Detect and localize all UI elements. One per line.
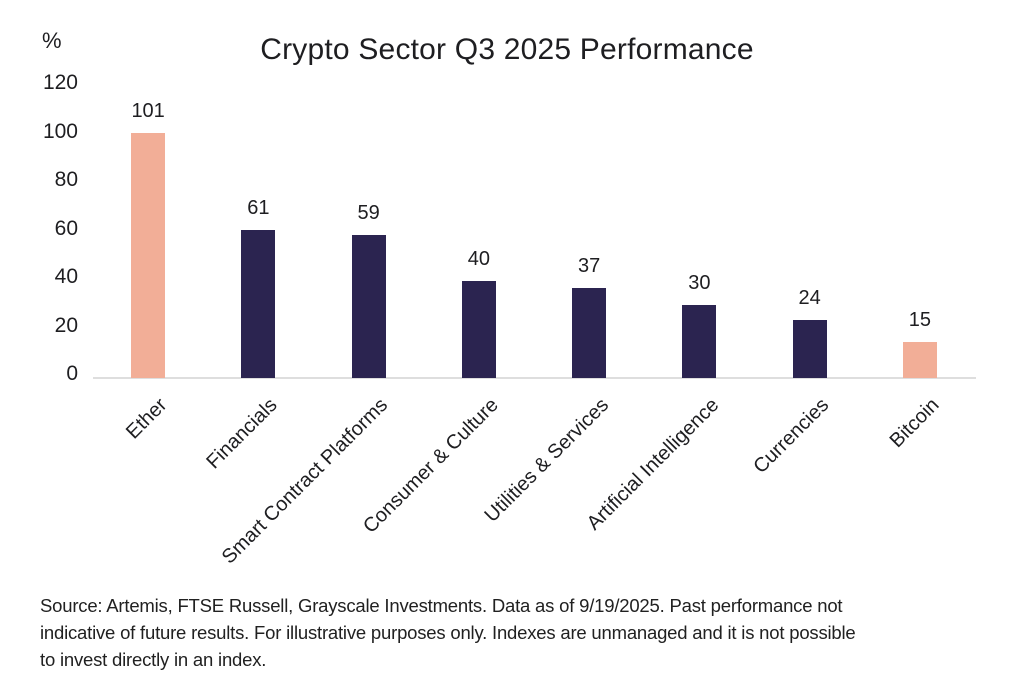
bar-value-label: 24 <box>798 286 821 309</box>
bar-value-label: 40 <box>467 248 490 270</box>
x-axis-label: Currencies <box>749 394 834 478</box>
bar-ether <box>131 133 166 378</box>
x-axis-label: Bitcoin <box>885 394 944 453</box>
bar-value-label: 59 <box>357 201 380 224</box>
bar-currencies <box>792 319 827 378</box>
bar-bitcoin <box>902 341 937 378</box>
bar-financials <box>241 230 276 378</box>
source-disclaimer: Source: Artemis, FTSE Russell, Grayscale… <box>40 592 856 673</box>
bar-value-label: 101 <box>131 100 165 123</box>
x-axis-label: Financials <box>202 394 282 474</box>
y-axis-tick-label: 0 <box>66 362 78 385</box>
bar-consumer-culture <box>461 281 496 378</box>
source-line: to invest directly in an index. <box>40 649 267 670</box>
bar-value-label: 15 <box>908 308 931 331</box>
y-axis-tick-label: 100 <box>42 119 78 143</box>
bar-value-label: 61 <box>247 197 270 220</box>
y-axis-tick-label: 40 <box>54 265 78 288</box>
x-axis-line <box>93 377 976 379</box>
bar-value-label: 30 <box>688 272 711 295</box>
x-axis-label: Ether <box>122 394 172 444</box>
bar-smart-contract-platforms <box>351 234 386 378</box>
chart-title: Crypto Sector Q3 2025 Performance <box>260 33 754 66</box>
y-axis-unit-label: % <box>42 28 62 53</box>
bar-value-label: 37 <box>578 255 601 278</box>
y-axis-tick-label: 20 <box>54 313 78 337</box>
source-line: indicative of future results. For illust… <box>40 622 856 643</box>
bar-artificial-intelligence <box>682 305 717 378</box>
y-axis-tick-label: 120 <box>42 71 78 94</box>
bar-utilities-services <box>572 288 607 378</box>
y-axis-tick-label: 80 <box>54 168 78 191</box>
source-line: Source: Artemis, FTSE Russell, Grayscale… <box>40 595 843 616</box>
y-axis-tick-label: 60 <box>54 216 78 240</box>
